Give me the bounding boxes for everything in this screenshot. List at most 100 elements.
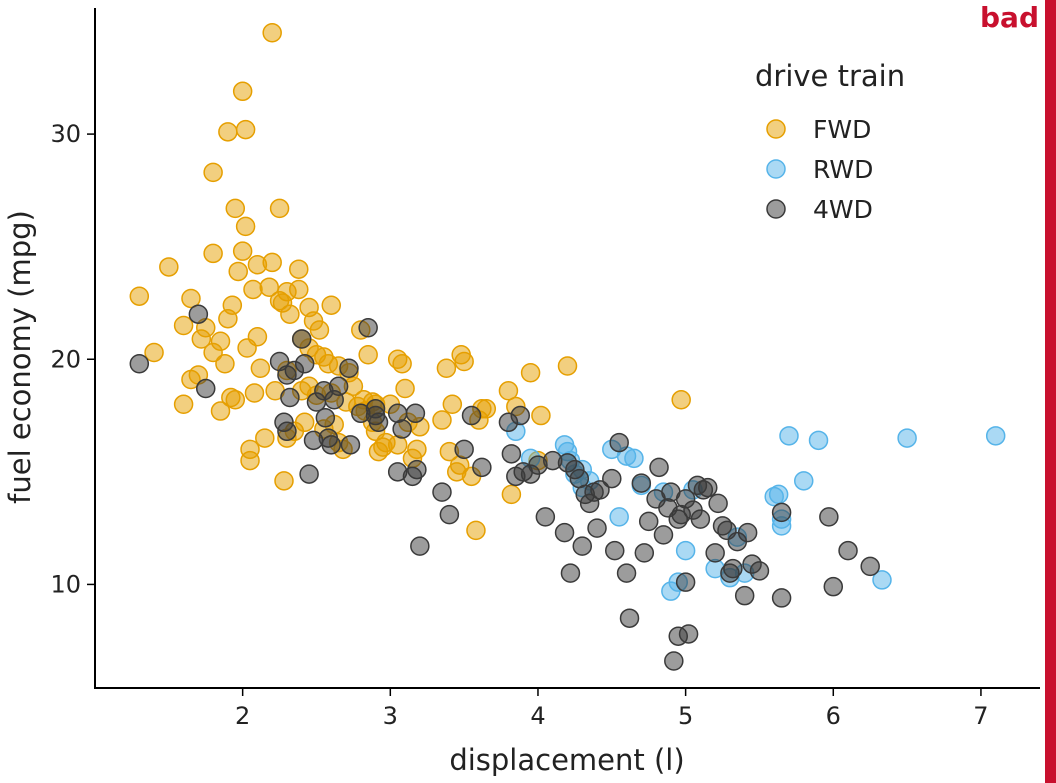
point-rwd: [872, 570, 892, 590]
point-fwd: [181, 288, 201, 309]
point-4wd: [405, 403, 426, 424]
x-tick-label: 2: [235, 702, 250, 730]
point-4wd: [609, 432, 629, 453]
point-4wd: [823, 576, 844, 597]
point-4wd: [737, 522, 758, 543]
y-tick-label: 20: [50, 345, 81, 373]
point-rwd: [794, 471, 814, 491]
point-4wd: [705, 543, 725, 563]
point-fwd: [557, 356, 578, 376]
point-4wd: [560, 563, 581, 583]
point-4wd: [678, 624, 699, 644]
point-fwd: [173, 394, 194, 415]
point-4wd: [321, 435, 341, 455]
point-rwd: [624, 448, 644, 469]
point-fwd: [215, 354, 235, 374]
point-fwd: [144, 342, 164, 363]
point-4wd: [838, 540, 858, 561]
point-fwd: [244, 383, 265, 403]
x-tick-label: 5: [678, 702, 693, 730]
point-4wd: [432, 482, 452, 502]
point-fwd: [225, 198, 246, 219]
point-fwd: [250, 358, 271, 379]
point-fwd: [269, 198, 290, 219]
point-fwd: [498, 381, 519, 401]
point-4wd: [860, 556, 880, 577]
point-fwd: [289, 279, 309, 300]
y-axis-title: fuel economy (mpg): [3, 210, 37, 504]
point-fwd: [442, 394, 463, 415]
point-4wd: [472, 457, 492, 478]
point-fwd: [255, 428, 275, 448]
point-fwd: [218, 122, 238, 142]
point-fwd: [228, 261, 248, 282]
point-4wd: [605, 540, 625, 561]
point-rwd: [985, 426, 1006, 446]
point-4wd: [340, 435, 361, 455]
point-4wd: [619, 608, 640, 628]
point-fwd: [294, 412, 315, 433]
x-tick-label: 3: [383, 702, 398, 730]
point-4wd: [590, 480, 610, 500]
point-fwd: [280, 304, 300, 324]
point-fwd: [173, 315, 194, 336]
point-fwd: [436, 358, 457, 379]
legend: drive train FWD RWD 4WD: [755, 59, 905, 224]
point-4wd: [299, 464, 319, 484]
point-rwd: [675, 540, 696, 561]
y-tick-label: 10: [50, 570, 81, 598]
point-4wd: [454, 439, 474, 460]
point-4wd: [294, 354, 315, 374]
legend-label-fwd: FWD: [813, 115, 871, 144]
point-4wd: [439, 504, 460, 525]
point-4wd: [734, 585, 755, 606]
point-fwd: [289, 259, 309, 279]
point-4wd: [535, 507, 556, 527]
bad-badge: bad: [980, 1, 1039, 34]
legend-title: drive train: [755, 59, 905, 93]
point-4wd: [188, 304, 209, 324]
point-4wd: [631, 473, 652, 493]
point-4wd: [195, 378, 216, 399]
point-4wd: [771, 502, 792, 523]
point-4wd: [277, 421, 297, 442]
x-tick-label: 4: [530, 702, 545, 730]
point-fwd: [262, 23, 282, 43]
point-fwd: [274, 471, 294, 491]
point-fwd: [466, 520, 486, 541]
point-4wd: [638, 511, 659, 532]
point-4wd: [819, 507, 839, 527]
point-4wd: [368, 412, 389, 433]
point-4wd: [572, 536, 593, 556]
x-tick-label: 6: [826, 702, 841, 730]
point-fwd: [454, 351, 474, 372]
y-tick-label: 30: [50, 120, 81, 148]
point-fwd: [671, 390, 691, 410]
point-fwd: [210, 331, 231, 351]
point-fwd: [235, 119, 256, 140]
point-fwd: [259, 277, 279, 297]
point-rwd: [779, 426, 799, 446]
point-4wd: [749, 561, 770, 581]
point-4wd: [616, 563, 637, 583]
ticks: 2 3 4 5 6 7 10 20 30: [50, 120, 988, 730]
point-4wd: [649, 457, 669, 478]
point-4wd: [664, 651, 684, 671]
point-4wd: [410, 536, 430, 556]
legend-marker-rwd: [766, 159, 786, 179]
point-fwd: [520, 363, 541, 383]
point-4wd: [291, 329, 312, 349]
point-4wd: [587, 518, 607, 538]
point-4wd: [690, 509, 711, 529]
point-4wd: [675, 572, 696, 592]
point-fwd: [243, 279, 263, 300]
point-fwd: [531, 405, 551, 426]
point-4wd: [723, 558, 743, 579]
point-fwd: [321, 295, 341, 315]
point-4wd: [339, 358, 359, 379]
x-tick-label: 7: [973, 702, 988, 730]
point-fwd: [395, 378, 415, 399]
point-4wd: [634, 543, 655, 563]
badge-bar: [1045, 0, 1056, 783]
